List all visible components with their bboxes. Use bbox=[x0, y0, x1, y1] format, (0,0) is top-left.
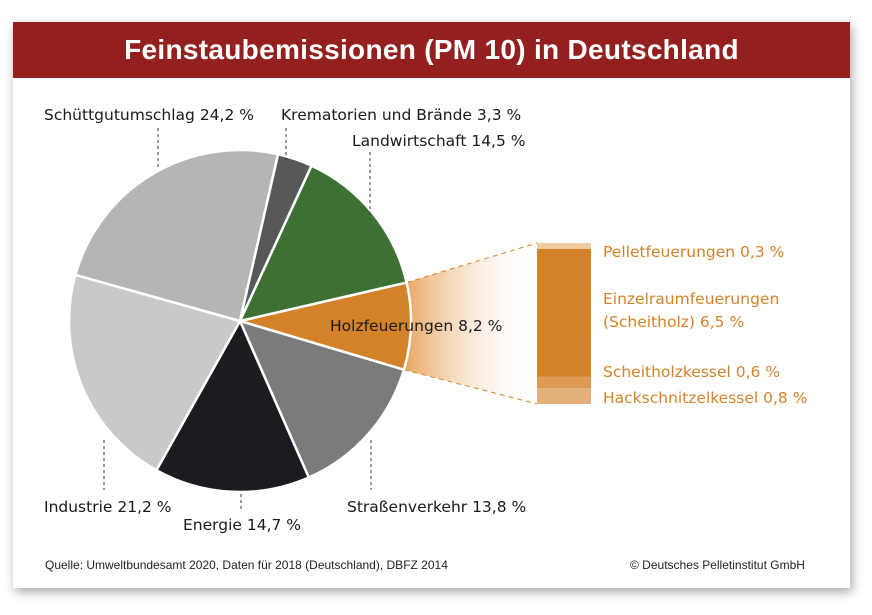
breakdown-connector-line bbox=[403, 369, 538, 405]
breakdown-bar-scheitholzkessel bbox=[537, 376, 591, 389]
pie-slice-schüttgutumschlag bbox=[73, 148, 280, 323]
pie-slice-straßenverkehr bbox=[237, 319, 406, 480]
label-einzelraum-2: (Scheitholz) 6,5 % bbox=[603, 313, 744, 331]
label-schuettgut: Schüttgutumschlag 24,2 % bbox=[44, 106, 254, 124]
label-strassenverkehr: Straßenverkehr 13,8 % bbox=[347, 498, 526, 516]
label-pellet: Pelletfeuerungen 0,3 % bbox=[603, 243, 784, 261]
pie-slice-landwirtschaft bbox=[237, 164, 409, 323]
label-einzelraum: Einzelraumfeuerungen bbox=[603, 290, 779, 308]
breakdown-connector-line bbox=[406, 242, 538, 284]
breakdown-bar-hackschnitzelkessel bbox=[537, 388, 591, 404]
label-holzfeuerungen: Holzfeuerungen 8,2 % bbox=[330, 317, 502, 335]
label-scheitholzkessel: Scheitholzkessel 0,6 % bbox=[603, 363, 780, 381]
chart-title: Feinstaubemissionen (PM 10) in Deutschla… bbox=[124, 34, 739, 65]
pie-slice-holzfeuerungen bbox=[235, 281, 413, 372]
label-industrie: Industrie 21,2 % bbox=[44, 498, 172, 516]
label-landwirtschaft: Landwirtschaft 14,5 % bbox=[352, 132, 526, 150]
title-bar: Feinstaubemissionen (PM 10) in Deutschla… bbox=[13, 22, 850, 78]
breakdown-fan bbox=[403, 243, 537, 404]
source-note: Quelle: Umweltbundesamt 2020, Daten für … bbox=[45, 558, 448, 572]
pie-slice-energie bbox=[154, 318, 311, 494]
label-energie: Energie 14,7 % bbox=[183, 516, 301, 534]
label-hackschnitzel: Hackschnitzelkessel 0,8 % bbox=[603, 389, 807, 407]
breakdown-bar-einzelraumfeuerungen-scheitholz- bbox=[537, 248, 591, 377]
breakdown-bar-pelletfeuerungen bbox=[537, 243, 591, 249]
pie-slice-industrie bbox=[67, 273, 242, 472]
copyright: © Deutsches Pelletinstitut GmbH bbox=[630, 558, 805, 572]
label-krematorien: Krematorien und Brände 3,3 % bbox=[281, 106, 521, 124]
